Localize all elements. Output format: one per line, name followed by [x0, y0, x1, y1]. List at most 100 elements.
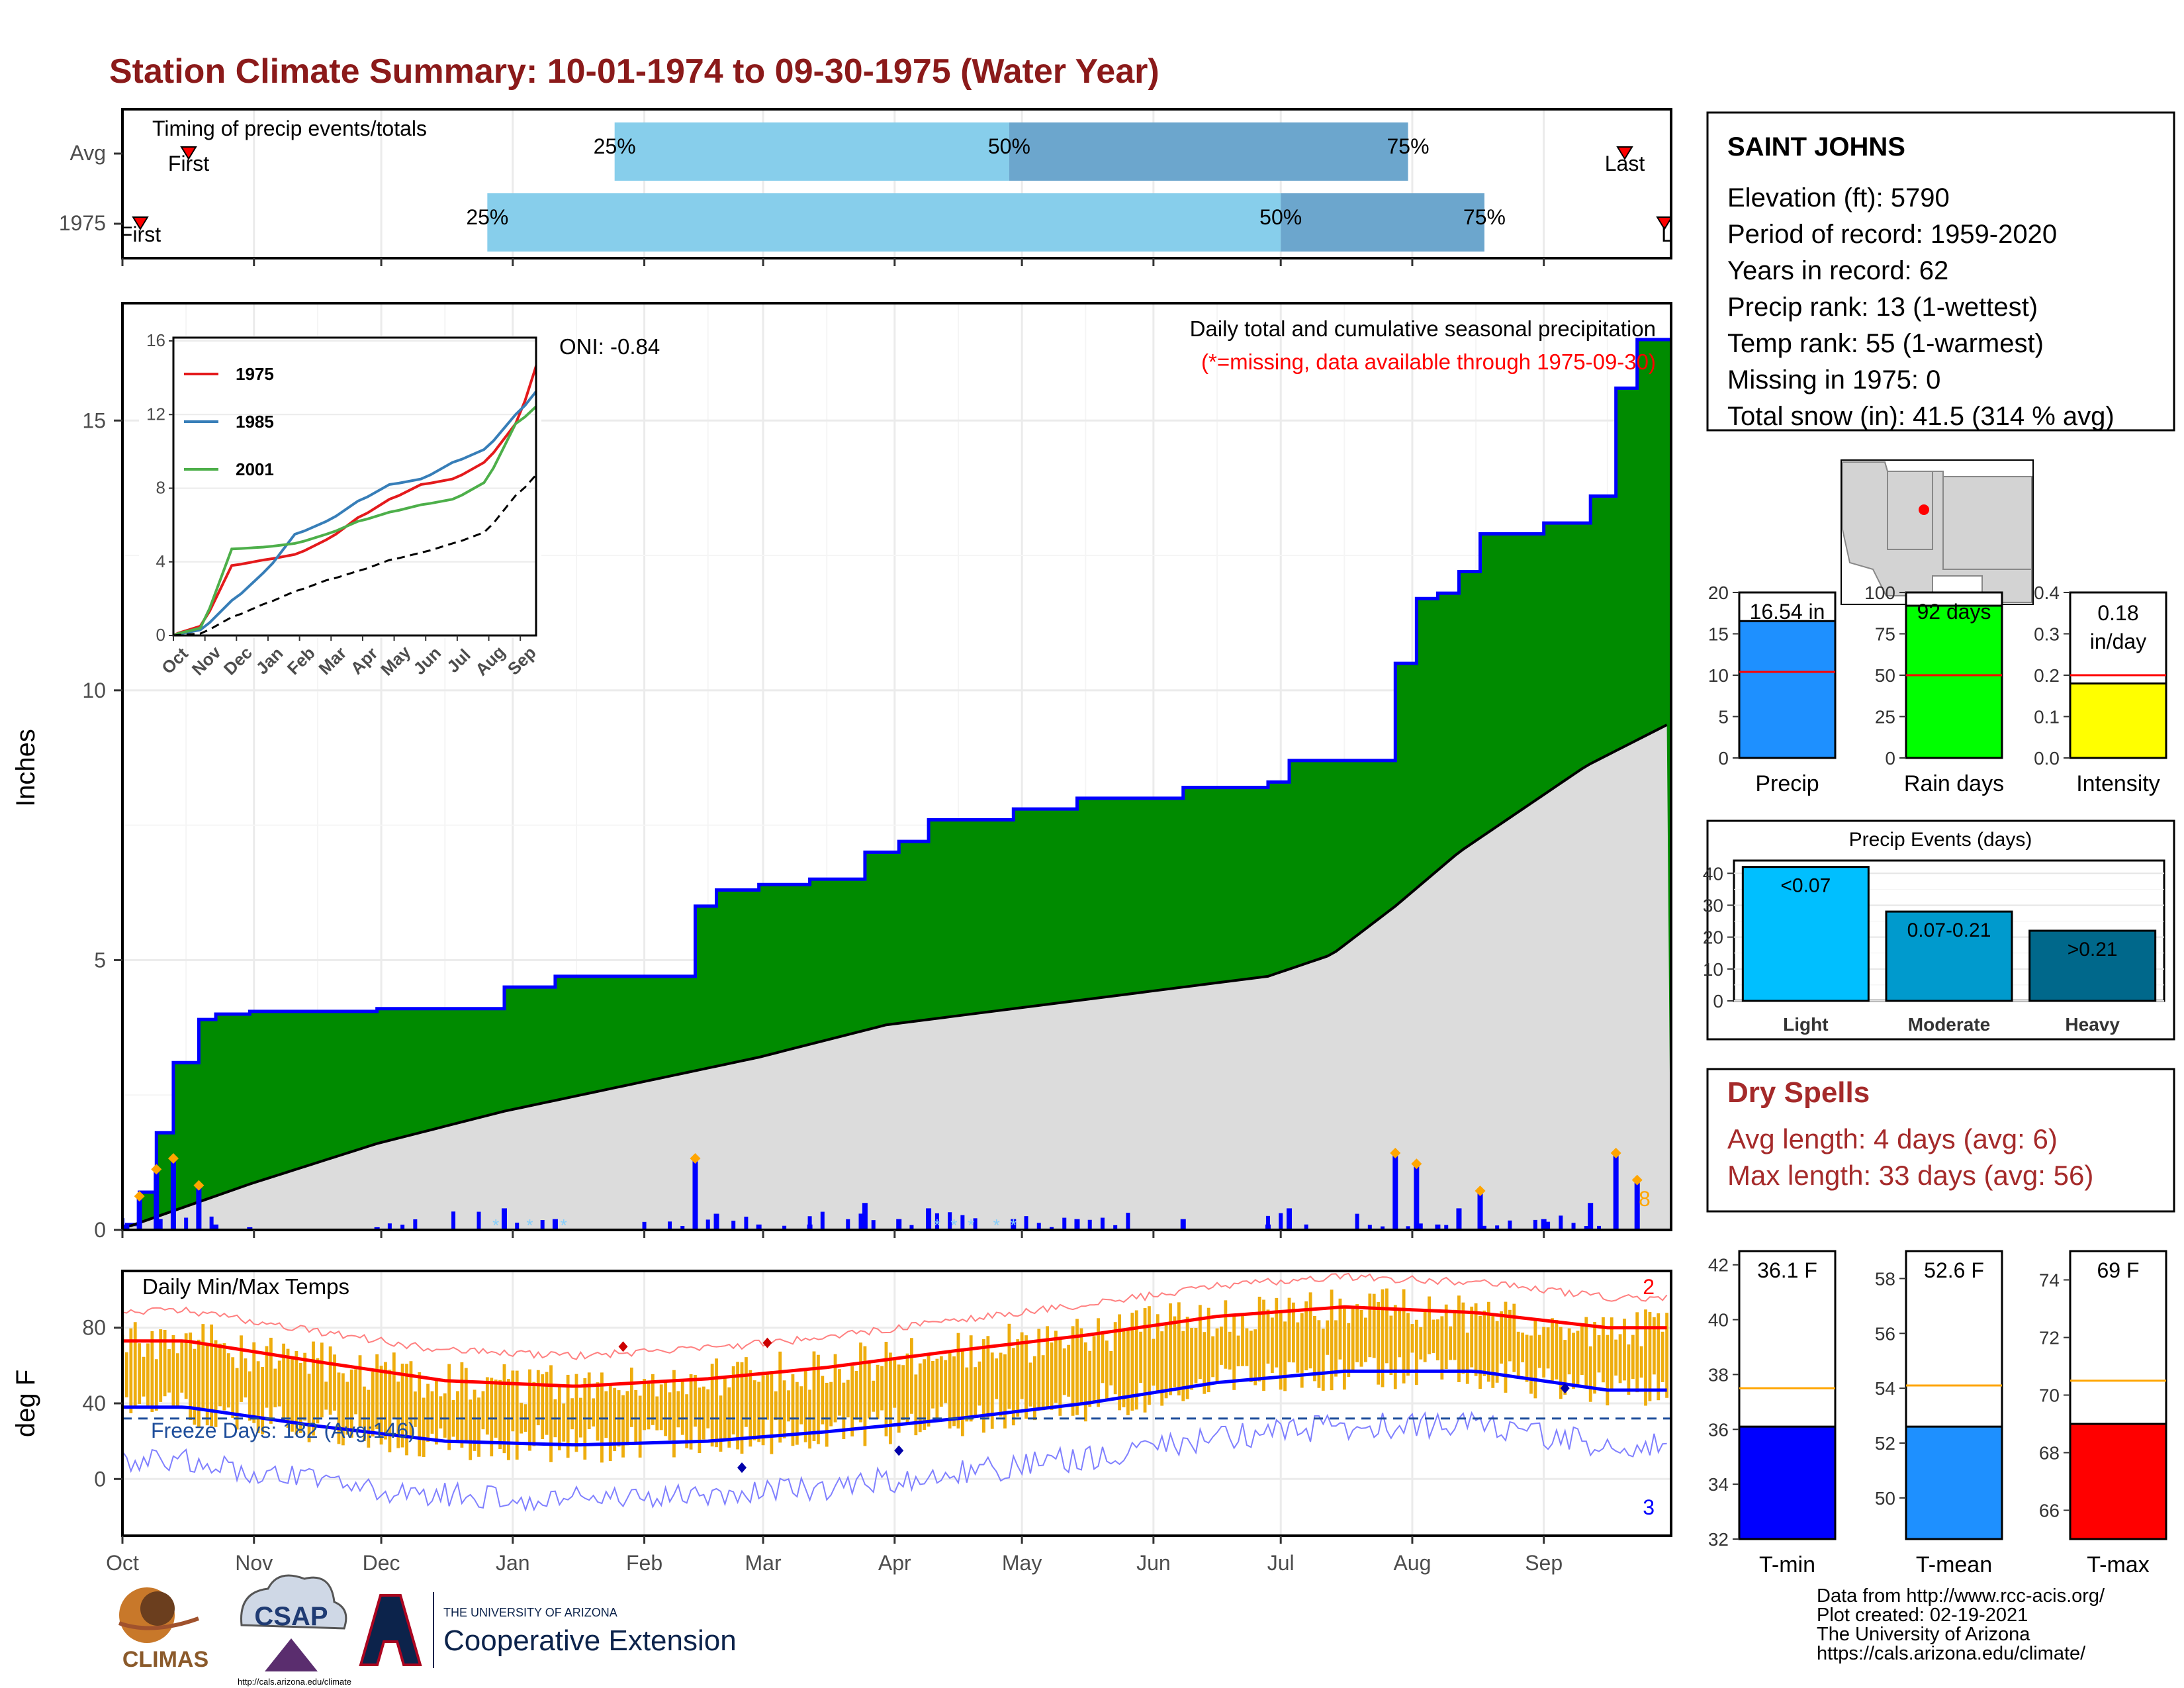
temp-summary-value: 36.1 F: [1757, 1258, 1817, 1282]
daily-precip-bar: [1113, 1225, 1118, 1230]
mini-ytick-label: 0.4: [2034, 583, 2060, 603]
temp-day-bar: [418, 1372, 422, 1457]
daily-precip-bar: [170, 1160, 176, 1230]
temp-day-bar: [1253, 1329, 1257, 1385]
inset-xtick-label: Aug: [471, 642, 509, 680]
temp-day-bar: [1156, 1314, 1160, 1391]
extreme-count: 8: [1639, 1187, 1651, 1211]
missing-marker: *: [526, 1215, 533, 1235]
daily-precip-bar: [197, 1222, 201, 1230]
temp-xtick-label: Jul: [1267, 1551, 1295, 1575]
timing-bar-dark: [1009, 122, 1408, 181]
inset-xtick-label: Nov: [188, 642, 225, 679]
temp-day-bar: [1220, 1327, 1223, 1365]
daily-precip-bar: [1435, 1224, 1441, 1230]
temp-day-bar: [1181, 1331, 1185, 1401]
missing-marker: *: [561, 1215, 567, 1235]
daily-precip-bar: [1477, 1192, 1483, 1230]
temp-day-bar: [426, 1383, 430, 1442]
inset-series-1985: [173, 389, 536, 635]
temp-day-bar: [914, 1374, 918, 1436]
csap-url: http://cals.arizona.edu/climate: [238, 1677, 351, 1687]
temp-summary-charts: 32 34 36 38 40 42 36.1 F T-min 50 52 54 56 58 52.6 F T…: [1708, 1250, 2167, 1577]
temp-day-bar: [948, 1350, 952, 1429]
daily-precip-bar: [807, 1216, 812, 1230]
temp-day-bar: [634, 1389, 638, 1443]
daily-precip-bar: [1559, 1215, 1563, 1230]
temp-day-bar: [1508, 1309, 1512, 1362]
temp-day-bar: [1347, 1323, 1351, 1378]
daily-precip-bar: [1495, 1225, 1500, 1230]
temp-summary-ytick-label: 40: [1708, 1310, 1729, 1331]
temp-summary-ytick-label: 34: [1708, 1474, 1729, 1495]
daily-precip-bar: [668, 1221, 672, 1230]
daily-precip-bar: [731, 1221, 736, 1230]
temp-day-bar: [286, 1348, 290, 1429]
temp-day-bar: [1130, 1313, 1134, 1411]
page-title: Station Climate Summary: 10-01-1974 to 0…: [109, 52, 1160, 91]
temp-day-bar: [536, 1370, 540, 1426]
temp-day-bar: [1563, 1340, 1567, 1395]
daily-precip-bar: [1050, 1227, 1054, 1230]
temp-xaxis: Oct Nov Dec Jan Feb Mar Apr May Jun Jul Aug Sep: [106, 1536, 1563, 1575]
missing-marker: *: [968, 1215, 974, 1235]
temp-day-bar: [506, 1378, 510, 1460]
temp-xtick-label: Aug: [1393, 1551, 1431, 1575]
temp-day-bar: [625, 1391, 629, 1446]
temp-day-bar: [778, 1351, 782, 1443]
temp-day-bar: [872, 1380, 876, 1412]
daily-precip-bar: [1613, 1154, 1619, 1230]
daily-precip-bar: [1444, 1225, 1449, 1230]
daily-precip-bar: [960, 1215, 965, 1230]
temp-day-bar: [1576, 1331, 1580, 1385]
temp-day-bar: [1198, 1305, 1202, 1380]
temp-day-bar: [1173, 1316, 1177, 1387]
temp-day-bar: [782, 1380, 786, 1438]
csap-text: CSAP: [254, 1602, 328, 1631]
credit-url: https://cals.arizona.edu/climate/: [1817, 1643, 2086, 1664]
temp-day-bar: [1491, 1315, 1495, 1388]
mini-value: 0.18: [2097, 601, 2138, 625]
temp-day-bar: [205, 1345, 209, 1426]
temp-day-bar: [1050, 1342, 1054, 1410]
temp-day-bar: [307, 1374, 311, 1442]
temp-day-bar: [154, 1359, 158, 1411]
daily-precip-bar: [1571, 1223, 1576, 1230]
precip-ytick-label: 15: [82, 408, 106, 432]
temp-day-bar: [303, 1352, 307, 1421]
temp-day-bar: [664, 1382, 668, 1436]
inset-background: [139, 336, 541, 637]
temp-day-bar: [184, 1333, 188, 1399]
temp-day-bar: [1224, 1300, 1228, 1369]
temp-day-bar: [1122, 1330, 1126, 1407]
mini-ytick-label: 75: [1875, 624, 1895, 645]
temp-day-bar: [312, 1341, 315, 1436]
temp-day-bar: [1317, 1320, 1321, 1388]
map-borders: [1884, 461, 2032, 570]
temp-xtick-label: Nov: [235, 1551, 273, 1575]
temp-day-bar: [668, 1392, 672, 1440]
temp-day-bar: [1134, 1310, 1138, 1410]
precip-xticks: [121, 1230, 1545, 1238]
temp-day-bar: [422, 1397, 426, 1457]
temp-day-bar: [1203, 1332, 1206, 1394]
temp-day-bar: [498, 1380, 502, 1450]
temp-day-bar: [282, 1343, 286, 1421]
inset-ytick-label: 16: [146, 330, 165, 350]
temp-summary-bar: [1738, 1425, 1837, 1540]
events-ytick-label: 0: [1713, 991, 1723, 1011]
credit-source: Data from http://www.rcc-acis.org/: [1817, 1585, 2105, 1607]
temp-day-bar: [1083, 1342, 1087, 1422]
mini-bar: [2069, 682, 2167, 759]
temp-day-bar: [256, 1361, 260, 1433]
temp-day-bar: [235, 1368, 239, 1430]
temp-day-bar: [905, 1353, 909, 1424]
temp-day-bar: [456, 1391, 459, 1442]
mini-chart-rain-days: 0 25 50 75 100 92 days Rain days: [1864, 583, 2004, 796]
temp-day-bar: [1580, 1324, 1584, 1375]
temp-xtick-label: Jan: [496, 1551, 530, 1575]
daily-precip-bar: [693, 1223, 698, 1230]
extreme-marker: [134, 1191, 145, 1202]
ua-big-text: Cooperative Extension: [443, 1624, 737, 1657]
temp-day-bar: [1627, 1344, 1631, 1395]
